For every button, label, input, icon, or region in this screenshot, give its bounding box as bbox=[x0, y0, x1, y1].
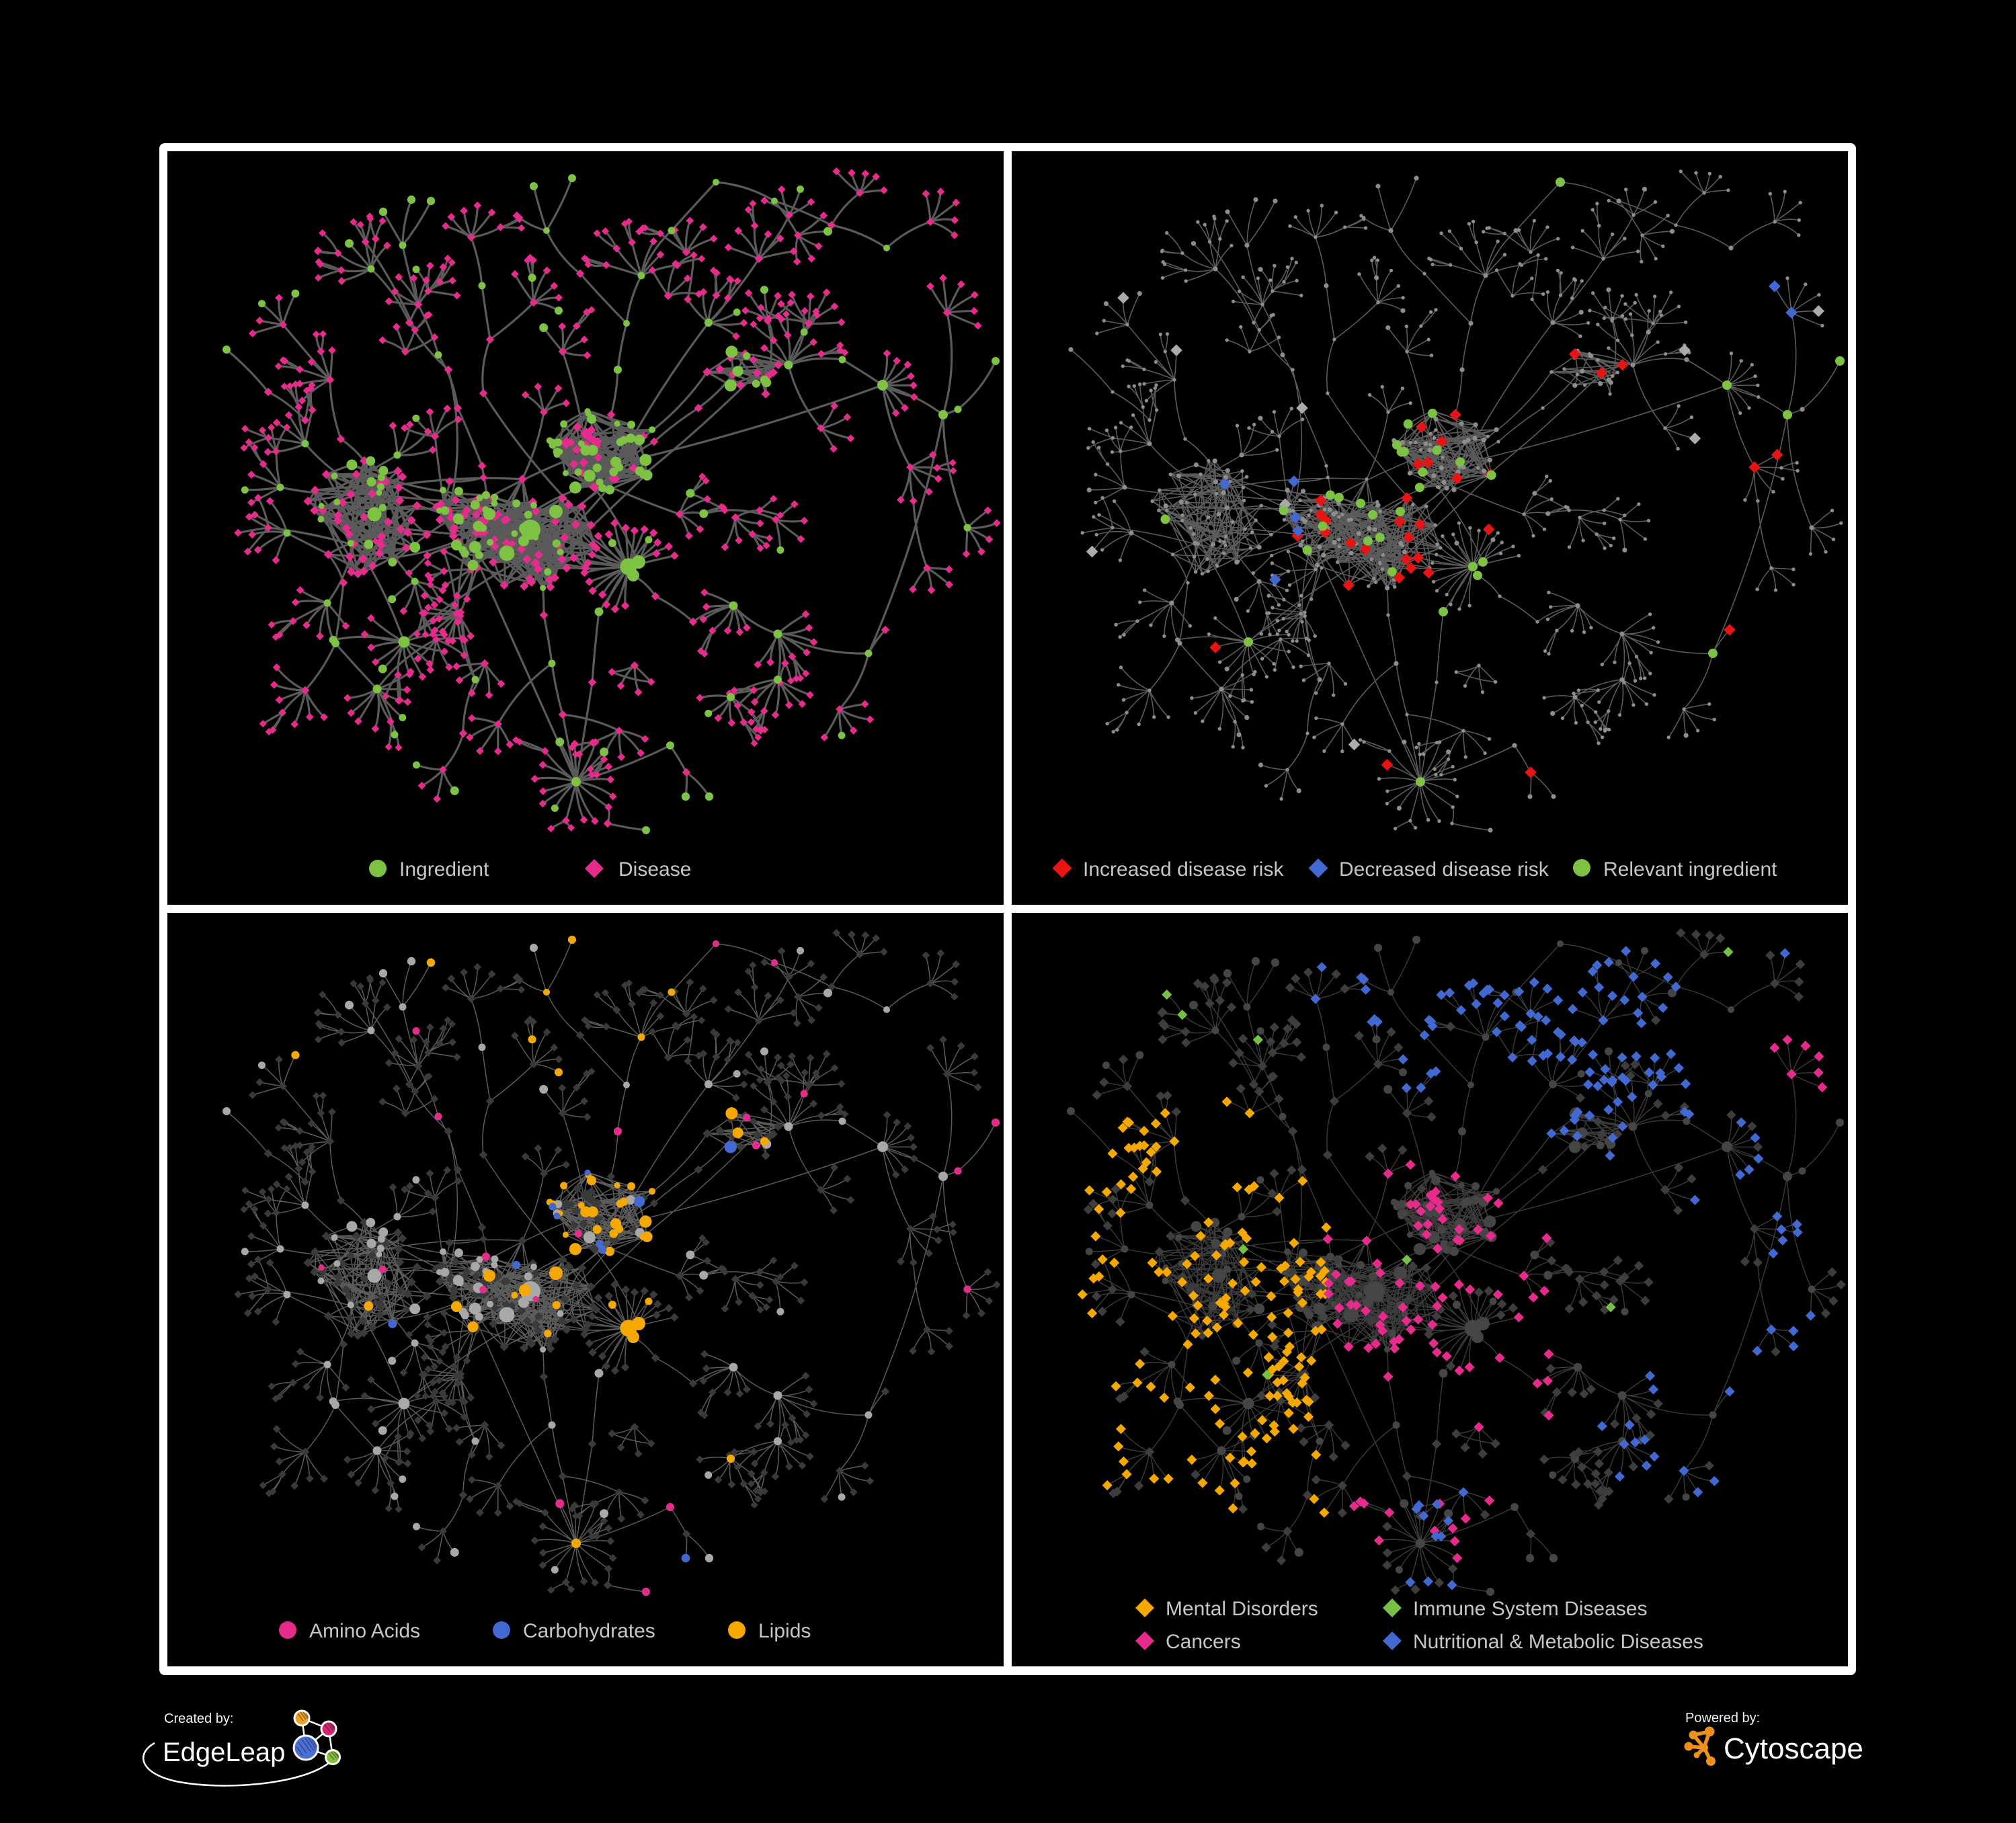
svg-text:EdgeLeap: EdgeLeap bbox=[163, 1738, 285, 1767]
svg-text:Disease: Disease bbox=[618, 858, 691, 881]
svg-text:Powered by:: Powered by: bbox=[1685, 1711, 1760, 1726]
svg-text:Increased disease risk: Increased disease risk bbox=[1083, 858, 1284, 881]
svg-text:Mental Disorders: Mental Disorders bbox=[1166, 1598, 1318, 1620]
svg-text:Relevant ingredient: Relevant ingredient bbox=[1603, 858, 1777, 881]
svg-text:Cytoscape: Cytoscape bbox=[1724, 1732, 1863, 1765]
svg-text:Immune System Diseases: Immune System Diseases bbox=[1413, 1598, 1647, 1620]
svg-text:Decreased disease risk: Decreased disease risk bbox=[1339, 858, 1549, 881]
svg-text:Nutritional & Metabolic Diseas: Nutritional & Metabolic Diseases bbox=[1413, 1631, 1703, 1653]
svg-text:Cancers: Cancers bbox=[1166, 1631, 1241, 1653]
svg-text:Created by:: Created by: bbox=[164, 1711, 233, 1726]
svg-text:Ingredient: Ingredient bbox=[399, 858, 489, 881]
svg-text:Amino Acids: Amino Acids bbox=[309, 1620, 420, 1642]
svg-text:Lipids: Lipids bbox=[758, 1620, 811, 1642]
svg-text:Carbohydrates: Carbohydrates bbox=[523, 1620, 655, 1642]
